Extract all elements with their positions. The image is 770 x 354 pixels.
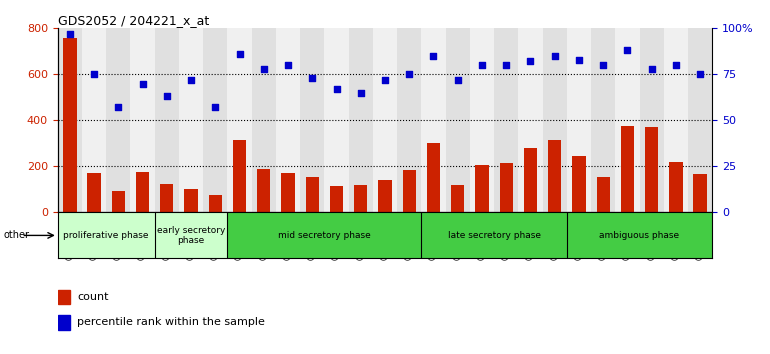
Bar — [567, 212, 712, 258]
Bar — [209, 195, 222, 212]
Point — [355, 90, 367, 96]
Point — [500, 62, 512, 68]
Point — [694, 72, 706, 77]
Bar — [330, 186, 343, 212]
Bar — [179, 28, 203, 212]
Bar — [403, 170, 416, 212]
Point — [451, 77, 464, 83]
Point — [209, 105, 222, 110]
Bar — [615, 28, 640, 212]
Bar — [645, 127, 658, 212]
Point — [670, 62, 682, 68]
Point — [427, 53, 440, 59]
Text: ambiguous phase: ambiguous phase — [600, 231, 680, 240]
Bar — [494, 28, 518, 212]
Bar — [621, 126, 634, 212]
Bar — [597, 177, 610, 212]
Bar — [378, 180, 392, 212]
Bar — [136, 172, 149, 212]
Bar — [227, 212, 421, 258]
Bar — [130, 28, 155, 212]
Point — [548, 53, 561, 59]
Bar — [446, 28, 470, 212]
Bar — [203, 28, 227, 212]
Point — [476, 62, 488, 68]
Bar — [112, 190, 125, 212]
Point — [573, 57, 585, 62]
Point — [185, 77, 197, 83]
Bar — [233, 140, 246, 212]
Point — [233, 51, 246, 57]
Point — [621, 47, 634, 53]
Bar — [518, 28, 543, 212]
Point — [136, 81, 149, 86]
Text: other: other — [4, 230, 30, 240]
Point — [306, 75, 319, 81]
Point — [258, 66, 270, 72]
Bar — [58, 290, 70, 304]
Text: GDS2052 / 204221_x_at: GDS2052 / 204221_x_at — [58, 14, 209, 27]
Bar — [58, 315, 70, 330]
Point — [645, 66, 658, 72]
Point — [330, 86, 343, 92]
Bar — [470, 28, 494, 212]
Bar — [694, 175, 707, 212]
Bar — [591, 28, 615, 212]
Point — [161, 93, 173, 99]
Bar — [548, 140, 561, 212]
Bar — [500, 163, 513, 212]
Bar — [252, 28, 276, 212]
Bar — [106, 28, 130, 212]
Bar — [421, 28, 446, 212]
Bar — [184, 189, 198, 212]
Bar — [688, 28, 712, 212]
Text: percentile rank within the sample: percentile rank within the sample — [77, 318, 265, 327]
Text: count: count — [77, 292, 109, 302]
Bar — [324, 28, 349, 212]
Bar — [397, 28, 421, 212]
Bar — [524, 148, 537, 212]
Bar — [257, 169, 270, 212]
Bar — [155, 28, 179, 212]
Bar — [281, 173, 295, 212]
Point — [379, 77, 391, 83]
Bar — [421, 212, 567, 258]
Bar — [427, 143, 440, 212]
Bar — [451, 185, 464, 212]
Bar — [227, 28, 252, 212]
Bar — [373, 28, 397, 212]
Bar — [88, 173, 101, 212]
Bar — [300, 28, 324, 212]
Bar — [155, 212, 227, 258]
Bar — [669, 162, 682, 212]
Point — [112, 105, 125, 110]
Bar — [354, 185, 367, 212]
Bar — [82, 28, 106, 212]
Bar — [664, 28, 688, 212]
Bar — [475, 165, 489, 212]
Text: proliferative phase: proliferative phase — [63, 231, 149, 240]
Bar — [58, 28, 82, 212]
Bar — [160, 184, 173, 212]
Point — [403, 72, 415, 77]
Point — [524, 59, 537, 64]
Bar — [349, 28, 373, 212]
Point — [282, 62, 294, 68]
Bar — [572, 156, 586, 212]
Bar — [63, 38, 76, 212]
Bar — [567, 28, 591, 212]
Point — [64, 31, 76, 37]
Point — [88, 72, 100, 77]
Bar — [543, 28, 567, 212]
Text: early secretory
phase: early secretory phase — [157, 226, 226, 245]
Bar — [640, 28, 664, 212]
Text: late secretory phase: late secretory phase — [447, 231, 541, 240]
Bar — [58, 212, 155, 258]
Bar — [306, 177, 319, 212]
Text: mid secretory phase: mid secretory phase — [278, 231, 371, 240]
Bar — [276, 28, 300, 212]
Point — [597, 62, 609, 68]
